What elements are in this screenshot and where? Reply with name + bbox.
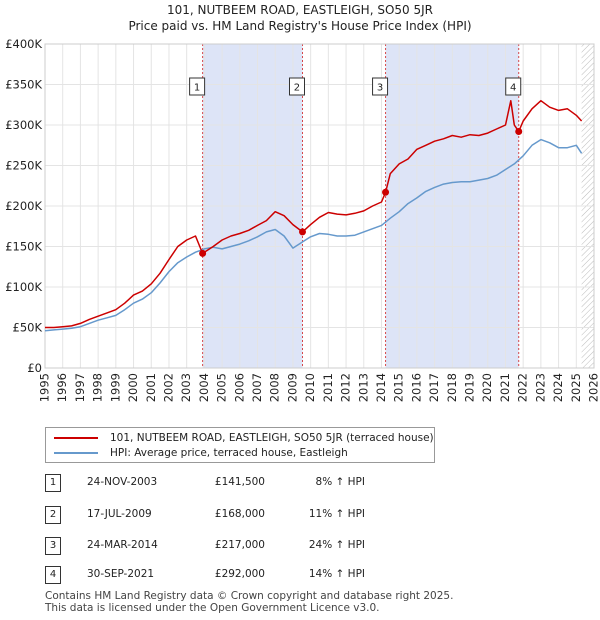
transaction-badge: 4 — [45, 566, 61, 584]
x-tick-label: 2014 — [374, 373, 388, 402]
x-tick-label: 2008 — [268, 373, 282, 402]
transaction-label: 4 — [510, 83, 516, 94]
x-tick-label: 2007 — [250, 373, 264, 402]
y-tick-label: £350K — [5, 78, 42, 92]
footer-attribution: Contains HM Land Registry data © Crown c… — [45, 590, 453, 614]
transaction-label: 1 — [194, 83, 200, 94]
transaction-label: 2 — [294, 83, 300, 94]
chart-subtitle: Price paid vs. HM Land Registry's House … — [128, 19, 472, 33]
transaction-date: 24-NOV-2003 — [87, 476, 158, 488]
transaction-date: 17-JUL-2009 — [87, 508, 152, 520]
price-chart: £0 £50K £100K £150K £200K £250K £300K £350K £400… — [5, 37, 600, 402]
x-tick-label: 2026 — [587, 373, 600, 402]
x-tick-label: 2012 — [339, 373, 353, 402]
transaction-label: 3 — [377, 83, 383, 94]
x-tick-label: 2002 — [161, 373, 175, 402]
transaction-badge: 2 — [45, 506, 61, 524]
y-tick-label: £100K — [5, 280, 42, 294]
footer-line-licence: This data is licensed under the Open Gov… — [45, 602, 380, 614]
x-tick-label: 2004 — [197, 373, 211, 402]
x-tick-label: 2019 — [463, 373, 477, 402]
x-tick-label: 2010 — [303, 373, 317, 402]
x-tick-label: 2025 — [569, 373, 583, 402]
transaction-price: £168,000 — [214, 508, 265, 520]
x-tick-label: 2023 — [533, 373, 547, 402]
transaction-hpi-delta: 8% ↑ HPI — [315, 476, 365, 488]
legend-swatch-price — [54, 436, 98, 439]
y-tick-label: £400K — [5, 37, 42, 51]
x-tick-label: 1999 — [108, 373, 122, 402]
transaction-date: 24-MAR-2014 — [87, 539, 158, 551]
x-tick-label: 2015 — [392, 373, 406, 402]
x-tick-label: 2009 — [285, 373, 299, 402]
x-tick-label: 2024 — [551, 373, 565, 402]
x-tick-label: 2005 — [215, 373, 229, 402]
y-tick-label: £250K — [5, 159, 42, 173]
legend-label-hpi: HPI: Average price, terraced house, East… — [110, 446, 348, 459]
x-tick-label: 2013 — [356, 373, 370, 402]
transaction-price: £141,500 — [214, 476, 265, 488]
transaction-price: £292,000 — [214, 568, 265, 580]
transaction-label-box — [288, 77, 305, 96]
x-tick-label: 2006 — [232, 373, 246, 402]
transaction-marker — [298, 228, 306, 236]
x-tick-label: 2021 — [498, 373, 512, 402]
plot-frame — [44, 43, 595, 369]
legend-label-price: 101, NUTBEEM ROAD, EASTLEIGH, SO50 5JR (… — [110, 431, 434, 444]
transaction-marker — [382, 188, 390, 196]
x-tick-label: 2020 — [480, 373, 494, 402]
footer-line-copyright: Contains HM Land Registry data © Crown c… — [45, 590, 454, 602]
y-tick-label: £50K — [13, 321, 43, 335]
transaction-hpi-delta: 14% ↑ HPI — [308, 568, 365, 580]
x-tick-label: 2003 — [179, 373, 193, 402]
y-tick-label: £200K — [5, 199, 42, 213]
legend-swatch-hpi — [54, 451, 98, 454]
transaction-date: 30-SEP-2021 — [87, 568, 155, 580]
x-tick-label: 1997 — [73, 373, 87, 402]
chart-legend: 101, NUTBEEM ROAD, EASTLEIGH, SO50 5JR (… — [45, 427, 435, 463]
chart-title: 101, NUTBEEM ROAD, EASTLEIGH, SO50 5JR — [167, 3, 433, 17]
y-tick-label: £0 — [27, 361, 42, 375]
x-tick-label: 2017 — [427, 373, 441, 402]
legend-item-price: 101, NUTBEEM ROAD, EASTLEIGH, SO50 5JR (… — [54, 430, 434, 445]
price-series-line — [45, 99, 583, 329]
x-tick-label: 2016 — [409, 373, 423, 402]
transaction-label-box — [505, 77, 522, 96]
x-tick-label: 1995 — [38, 373, 52, 402]
x-tick-label: 1996 — [55, 373, 69, 402]
y-tick-label: £150K — [5, 240, 42, 254]
transaction-hpi-delta: 11% ↑ HPI — [308, 508, 365, 520]
x-tick-label: 2018 — [445, 373, 459, 402]
transaction-marker — [515, 127, 523, 135]
transaction-marker — [199, 249, 207, 257]
transaction-price: £217,000 — [214, 539, 265, 551]
transaction-label-box — [189, 77, 206, 96]
hpi-series-line — [44, 138, 583, 332]
x-tick-label: 2001 — [144, 373, 158, 402]
x-tick-label: 2022 — [516, 373, 530, 402]
transaction-badge: 1 — [45, 474, 61, 492]
transaction-label-box — [372, 77, 389, 96]
transaction-badge: 3 — [45, 537, 61, 555]
x-tick-label: 2011 — [321, 373, 335, 402]
x-tick-label: 1998 — [91, 373, 105, 402]
legend-item-hpi: HPI: Average price, terraced house, East… — [54, 445, 348, 460]
y-tick-label: £300K — [5, 118, 42, 132]
transaction-hpi-delta: 24% ↑ HPI — [308, 539, 365, 551]
x-tick-label: 2000 — [126, 373, 140, 402]
